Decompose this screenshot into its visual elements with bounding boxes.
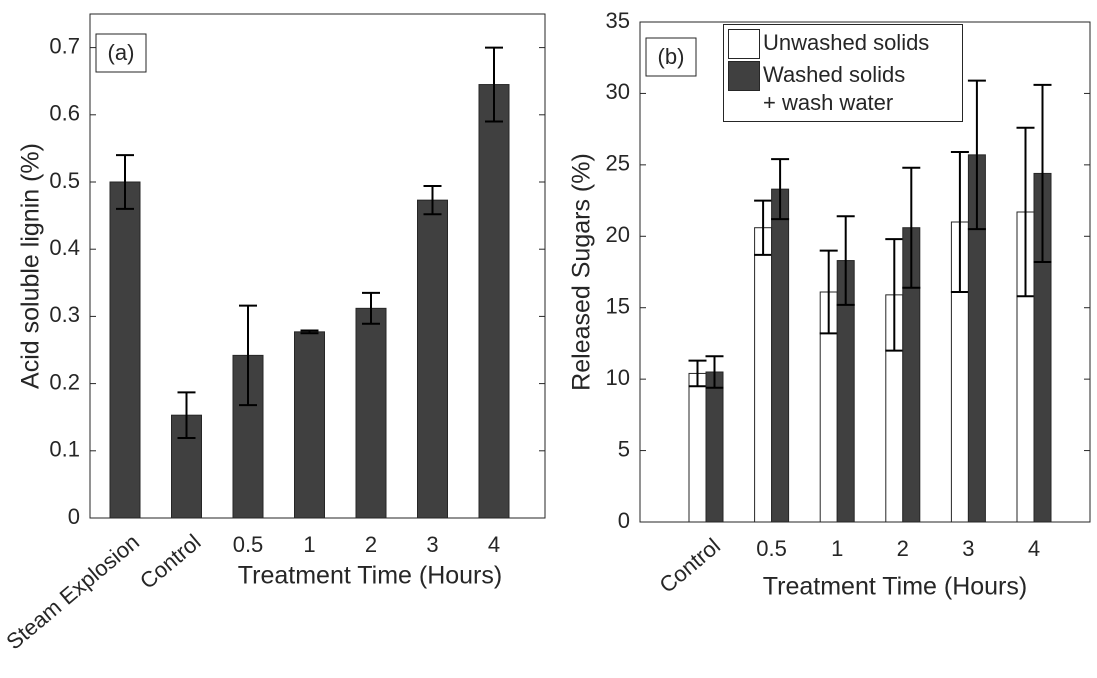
error-bar [423,185,442,216]
error-bar [902,166,921,289]
error-bar [300,329,319,335]
y-tick-label: 25 [606,151,630,176]
y-tick-label: 0.1 [49,437,80,462]
legend-swatch [728,61,760,91]
bar [109,181,141,519]
error-bar [950,151,969,293]
bar [771,188,790,523]
bar [478,84,510,519]
legend-swatch [728,29,760,59]
x-tick-label: 0.5 [756,536,787,561]
y-tick-label: 0.2 [49,369,80,394]
x-tick-label: 2 [897,536,909,561]
x-tick-label: 1 [831,536,843,561]
legend-label: Unwashed solids [763,30,930,55]
error-bar [1033,83,1052,263]
x-tick-label: 3 [426,532,438,557]
bar [294,331,325,519]
x-axis-label: Treatment Time (Hours) [238,562,502,590]
y-tick-label: 5 [618,436,630,461]
error-bar [362,291,380,325]
panel-label: (b) [658,44,685,69]
panel-label-box [95,33,147,73]
y-tick-label: 0 [68,504,80,529]
y-tick-label: 0.3 [49,302,80,327]
x-tick-label: 1 [303,532,315,557]
x-tick-label: 4 [1028,536,1040,561]
x-axis-label: Treatment Time (Hours) [763,573,1027,601]
bar [417,199,448,519]
panel-label-box [645,37,697,77]
y-tick-label: 20 [606,222,630,247]
x-tick-label: Control [135,529,205,594]
bar [705,371,724,523]
legend: Unwashed solids Washed solids + wash wate… [723,24,963,122]
panel-label: (a) [108,40,135,65]
y-tick-label: 0.7 [49,33,80,58]
y-tick-label: 0.4 [49,235,80,260]
y-axis-label: Acid soluble lignin (%) [17,143,45,389]
bar [355,307,387,519]
x-tick-label: Steam Explosion [1,529,144,654]
x-tick-label: 3 [962,536,974,561]
x-tick-label: 4 [488,532,500,557]
bar [688,372,707,523]
error-bar [705,355,724,389]
y-tick-label: 10 [606,365,630,390]
error-bar [177,391,196,440]
error-bar [239,304,257,407]
legend-item: Washed solids + wash water [728,61,958,117]
legend-label: Washed solids + wash water [763,62,906,115]
error-bar [688,359,707,388]
x-tick-label: 2 [365,532,377,557]
error-bar [967,79,986,231]
y-tick-label: 0.6 [49,101,80,126]
y-axis-label: Released Sugars (%) [568,153,596,391]
bar [754,227,773,523]
error-bar [836,215,855,306]
y-tick-label: 15 [606,294,630,319]
legend-item: Unwashed solids [728,29,958,59]
error-bar [885,238,904,352]
error-bar [1016,126,1035,298]
y-tick-label: 0 [618,508,630,533]
error-bar [771,158,790,221]
error-bar [819,249,838,335]
y-tick-label: 0.5 [49,168,80,193]
y-tick-label: 30 [606,79,630,104]
error-bar [754,199,773,256]
error-bar [116,154,134,210]
y-tick-label: 35 [606,8,630,33]
error-bar [485,46,503,123]
x-tick-label: 0.5 [233,532,264,557]
x-tick-label: Control [655,533,725,598]
